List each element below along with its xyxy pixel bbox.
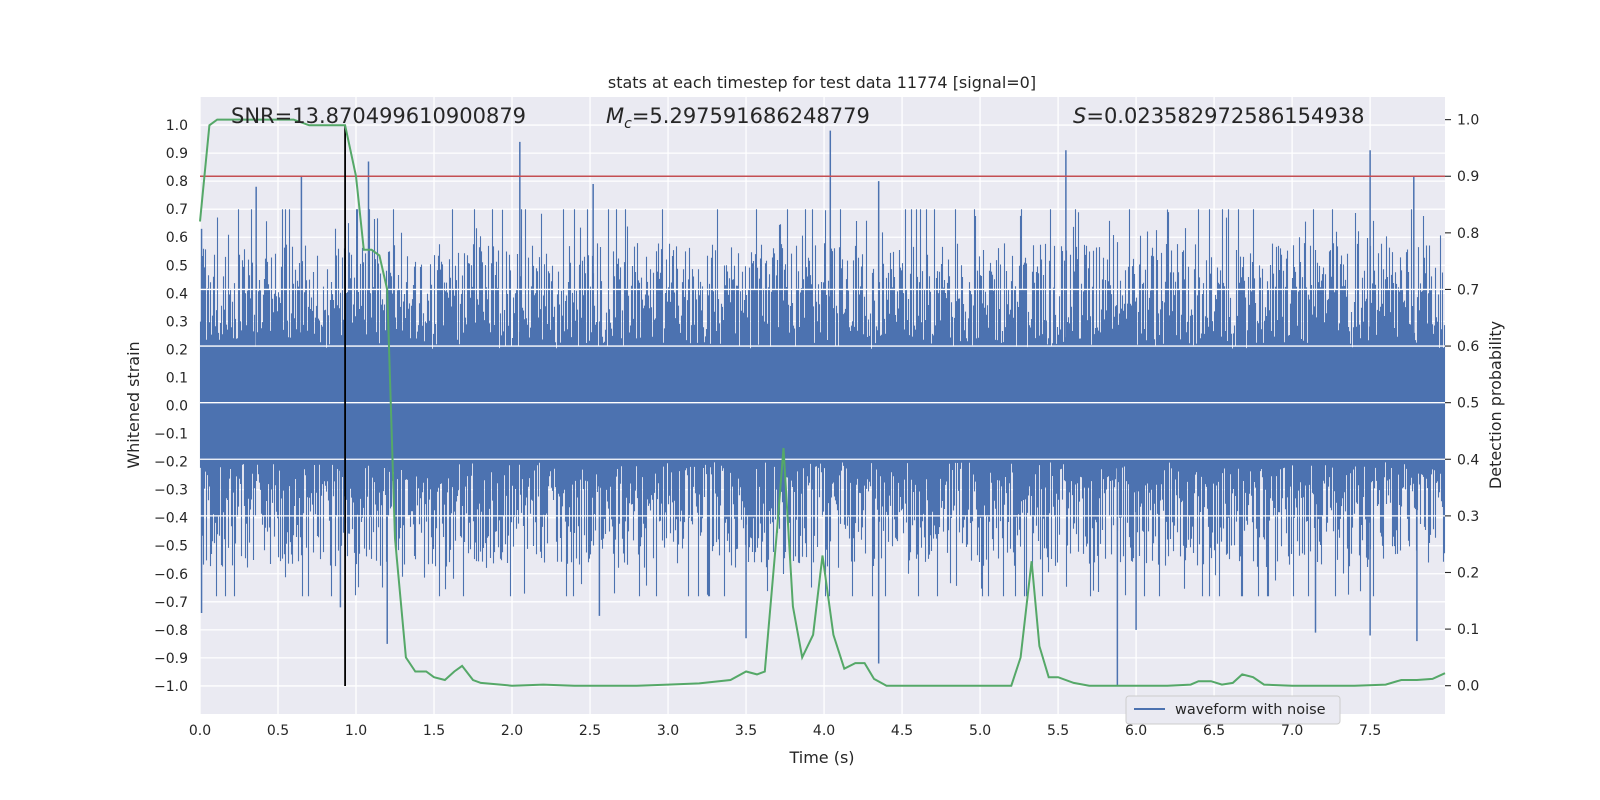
s-symbol: S: [1073, 104, 1086, 128]
x-tick-label: 0.0: [189, 723, 211, 739]
y-right-tick-label: 0.2: [1457, 565, 1479, 581]
y-left-axis-ticks: 1.0 0.9 0.8 0.7 0.6 0.5 0.4 0.3 0.2 0.1 0.0 −0.1 −0.…: [154, 118, 188, 695]
x-tick-label: 7.0: [1281, 723, 1303, 739]
y-right-tick-label: 0.3: [1457, 509, 1479, 525]
x-tick-label: 5.0: [969, 723, 991, 739]
x-tick-label: 6.0: [1125, 723, 1147, 739]
s-annotation: S=0.023582972586154938: [1073, 104, 1364, 128]
y-left-tick-label: 0.0: [166, 399, 188, 415]
y-left-tick-label: −0.8: [154, 623, 188, 639]
grid-right: [200, 288, 1445, 517]
y-left-tick-label: 0.7: [166, 202, 188, 218]
x-tick-label: 2.0: [501, 723, 523, 739]
y-left-tick-label: 0.8: [166, 174, 188, 190]
x-tick-label: 1.0: [345, 723, 367, 739]
y-right-tick-label: 0.9: [1457, 169, 1479, 185]
probability-series-line: [199, 118, 1446, 687]
x-tick-label: 4.0: [813, 723, 835, 739]
waveform-series: [199, 130, 1446, 686]
y-right-tick-label: 0.1: [1457, 622, 1479, 638]
chirp-mass-annotation: Mc=5.297591686248779: [606, 104, 870, 132]
x-tick-label: 1.5: [423, 723, 445, 739]
y-left-tick-label: 0.5: [166, 258, 188, 274]
x-tick-label: 0.5: [267, 723, 289, 739]
x-axis-ticks: 0.0 0.5 1.0 1.5 2.0 2.5 3.0 3.5 4.0 4.5 5.0 5.5 6.0 6…: [189, 723, 1381, 739]
y-left-tick-label: 0.2: [166, 342, 188, 358]
y-right-tick-label: 0.8: [1457, 226, 1479, 242]
y-left-tick-label: −0.9: [154, 651, 188, 667]
y-left-tick-label: 0.1: [166, 370, 188, 386]
y-right-tick-label: 0.7: [1457, 282, 1479, 298]
legend: waveform with noise: [1125, 695, 1341, 725]
y-right-tick-label: 0.6: [1457, 339, 1479, 355]
mc-symbol: M: [606, 104, 624, 128]
y-right-axis-label: Detection probability: [1486, 321, 1505, 489]
x-tick-label: 3.0: [657, 723, 679, 739]
waveform-noise-path: [199, 209, 1446, 597]
x-tick-label: 6.5: [1203, 723, 1225, 739]
x-axis-label: Time (s): [788, 748, 854, 767]
y-left-tick-label: −0.1: [154, 427, 188, 443]
mc-subscript: c: [624, 116, 632, 132]
y-left-tick-label: −0.5: [154, 539, 188, 555]
mc-value: =5.297591686248779: [632, 104, 870, 128]
legend-box: [1125, 695, 1341, 725]
y-right-tick-label: 0.5: [1457, 396, 1479, 412]
y-right-tick-label: 0.0: [1457, 679, 1479, 695]
y-left-tick-label: 1.0: [166, 118, 188, 134]
y-left-tick-label: 0.6: [166, 230, 188, 246]
s-value: =0.023582972586154938: [1086, 104, 1364, 128]
y-left-tick-label: −0.3: [154, 483, 188, 499]
y-right-tick-label: 0.4: [1457, 452, 1479, 468]
chart-title: stats at each timestep for test data 117…: [608, 73, 1036, 92]
x-tick-label: 2.5: [579, 723, 601, 739]
y-left-tick-label: −1.0: [154, 679, 188, 695]
y-left-tick-label: −0.6: [154, 567, 188, 583]
snr-annotation: SNR=13.870499610900879: [231, 104, 526, 128]
y-left-tick-label: 0.3: [166, 314, 188, 330]
y-left-tick-label: 0.9: [166, 146, 188, 162]
y-left-tick-label: 0.4: [166, 286, 188, 302]
x-tick-label: 4.5: [891, 723, 913, 739]
legend-label: waveform with noise: [1175, 702, 1326, 718]
y-left-tick-label: −0.2: [154, 455, 188, 471]
y-right-tick-label: 1.0: [1457, 113, 1479, 129]
x-tick-label: 7.5: [1359, 723, 1381, 739]
y-right-axis-ticks: 0.0 0.1 0.2 0.3 0.4 0.5 0.6 0.7 0.8 0.9 1.0: [1445, 113, 1479, 695]
x-tick-label: 5.5: [1047, 723, 1069, 739]
y-left-axis-label: Whitened strain: [124, 341, 143, 468]
y-left-tick-label: −0.4: [154, 511, 188, 527]
x-tick-label: 3.5: [735, 723, 757, 739]
y-left-tick-label: −0.7: [154, 595, 188, 611]
